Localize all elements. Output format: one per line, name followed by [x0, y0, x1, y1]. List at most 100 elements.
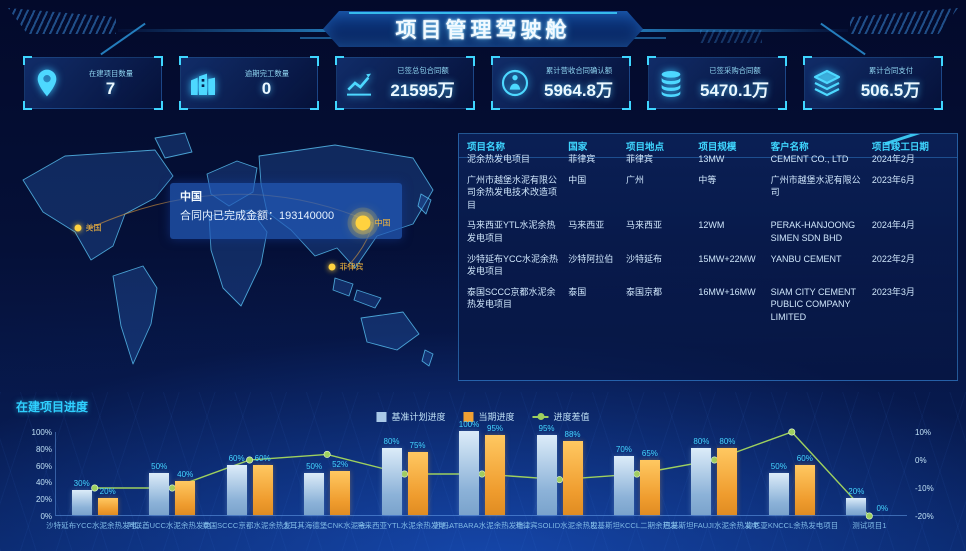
column-header[interactable]: 项目地点	[626, 142, 665, 153]
baseline-bar[interactable]	[381, 447, 402, 515]
cell-scale: 16MW+16MW	[698, 286, 756, 297]
current-bar[interactable]	[330, 471, 351, 515]
legend-item[interactable]: 基准计划进度	[376, 410, 445, 423]
cell-project-name: 泰国SCCC京都水泥余热发电项目	[467, 286, 556, 310]
kpi-card: 累计合同支付 506.5万	[803, 56, 943, 110]
category-label[interactable]: 苏丹ATBARA水泥余热发电...	[434, 521, 530, 530]
baseline-bar[interactable]	[71, 489, 92, 515]
baseline-bar[interactable]	[846, 498, 867, 515]
table-row[interactable]: 泥余热发电项目 菲律宾 菲律宾 13MW CEMENT CO., LTD 2024年2月	[467, 149, 949, 170]
category-label[interactable]: 巴基斯坦FAUJI水泥余热发电...	[663, 521, 766, 530]
axis-tick: 80%	[35, 444, 52, 454]
marker-label: 中国	[374, 218, 391, 228]
current-bar[interactable]	[794, 464, 815, 515]
left-axis: 100% 80% 60% 40% 20% 0%	[12, 428, 52, 521]
bar-value: 75%	[409, 441, 426, 450]
baseline-bar[interactable]	[768, 473, 789, 515]
category-label[interactable]: 阿联酋UCC水泥余热发电...	[127, 521, 218, 530]
kpi-label: 累计营收合同确认额	[545, 66, 612, 75]
category-label[interactable]: 沙特延布YCC水泥余热发电...	[46, 521, 144, 530]
bar-value: 60%	[228, 453, 245, 463]
table-row[interactable]: 马来西亚YTL水泥余热发电项目 马来西亚 马来西亚 12WM PERAK-HANJOON…	[467, 215, 949, 248]
cell-country: 泰国	[568, 286, 587, 297]
cell-project-name: 泥余热发电项目	[467, 154, 531, 164]
cell-customer: YANBU CEMENT	[770, 253, 842, 264]
kpi-label: 已签总包合同额	[396, 66, 449, 75]
column-header[interactable]: 客户名称	[770, 142, 809, 153]
cell-project-name: 沙特延布YCC水泥余热发电项目	[467, 253, 559, 277]
category-label[interactable]: 巴基斯坦KCCL二期余热发...	[590, 521, 684, 530]
kpi-value: 7	[105, 78, 116, 98]
header: 项目管理驾驶舱	[0, 0, 966, 56]
header-line	[118, 29, 408, 32]
table-row[interactable]: 沙特延布YCC水泥余热发电项目 沙特阿拉伯 沙特延布 15MW+22MW YANBU C…	[467, 249, 949, 282]
cell-country: 菲律宾	[568, 154, 596, 164]
map-marker[interactable]: 菲律宾	[328, 262, 364, 273]
map-marker[interactable]: 美国	[74, 223, 102, 234]
current-bar[interactable]	[252, 464, 273, 515]
category-label[interactable]: 菲律宾SOLID水泥余热发...	[515, 521, 604, 530]
map-marker[interactable]: 中国	[355, 215, 391, 231]
current-bar[interactable]	[717, 447, 738, 515]
category-label[interactable]: 泰国SCCC京都水泥余热发...	[202, 521, 298, 530]
progress-plot: 30% 20% 沙特延布YCC水泥余热发电... 50% 40% 阿联酋UCC水泥余热发电…	[46, 420, 907, 530]
cell-completion-date: 2023年6月	[871, 174, 915, 185]
cell-customer: SIAM CITY CEMENT PUBLIC COMPANY LIMITED	[770, 286, 856, 322]
project-table-body[interactable]: 泥余热发电项目 菲律宾 菲律宾 13MW CEMENT CO., LTD 2024年2月广…	[459, 149, 957, 328]
category-label[interactable]: 马来西亚YTL水泥余热发电...	[356, 521, 453, 530]
table-row[interactable]: 广州市越堡水泥有限公司余热发电技术改造项目 中国 广州 中等 广州市越堡水泥有限公司 20…	[467, 170, 949, 216]
progress-chart: 在建项目进度 基准计划进度 当期进度 进度差值 100% 80% 60% 40% 20%…	[0, 392, 966, 551]
current-bar[interactable]	[485, 435, 505, 515]
column-header[interactable]: 项目规模	[698, 142, 737, 153]
trend-up-icon	[343, 67, 375, 99]
baseline-bar[interactable]	[536, 435, 557, 515]
category-label[interactable]: 土耳其海德堡CNK水泥余...	[282, 521, 372, 530]
baseline-bar[interactable]	[226, 464, 247, 515]
map-tooltip: 中国 合同内已完成金额：193140000	[170, 183, 402, 239]
current-bar[interactable]	[639, 460, 660, 515]
hatch-decor-icon	[850, 8, 958, 34]
baseline-bar[interactable]	[304, 473, 325, 515]
bar-value: 40%	[177, 470, 194, 480]
bar-value: 30%	[73, 478, 90, 488]
marker-dot-icon	[355, 215, 371, 231]
category-label[interactable]: 测试项目1	[852, 521, 887, 530]
category-label[interactable]: 肯尼亚KNCCL余热发电项目	[745, 521, 839, 530]
axis-tick: 100%	[31, 428, 52, 437]
axis-tick: -10%	[915, 484, 934, 493]
axis-tick: -20%	[915, 512, 934, 521]
current-bar[interactable]	[175, 481, 196, 515]
legend-swatch-icon	[463, 411, 474, 422]
right-axis: 10% 0% -10% -20%	[915, 428, 960, 521]
legend-item[interactable]: 当期进度	[463, 410, 515, 423]
axis-tick: 0%	[915, 456, 927, 465]
baseline-bar[interactable]	[613, 456, 634, 515]
bar-value: 50%	[306, 462, 323, 471]
current-bar[interactable]	[407, 452, 428, 515]
cell-scale: 中等	[698, 174, 717, 185]
cell-customer: 广州市越堡水泥有限公司	[770, 174, 861, 198]
legend-item[interactable]: 进度差值	[532, 410, 590, 423]
bar-value: 70%	[615, 445, 632, 455]
world-map[interactable]: 中国 合同内已完成金额：193140000 美国 中国 菲律宾	[5, 128, 457, 394]
baseline-bar[interactable]	[149, 473, 170, 515]
kpi-card: 已签总包合同额 21595万	[335, 56, 475, 110]
bar-value: 50%	[151, 462, 168, 471]
column-header[interactable]: 国家	[568, 142, 588, 153]
baseline-bar[interactable]	[459, 431, 479, 515]
bar-value: 95%	[486, 424, 504, 434]
current-bar[interactable]	[562, 441, 583, 515]
current-bar[interactable]	[97, 498, 118, 515]
baseline-bar[interactable]	[691, 447, 712, 515]
bar-value: 50%	[770, 462, 787, 471]
table-row[interactable]: 泰国SCCC京都水泥余热发电项目 泰国 泰国京都 16MW+16MW SIAM CITY…	[467, 282, 949, 328]
marker-label: 菲律宾	[339, 262, 364, 272]
cell-location: 菲律宾	[626, 154, 654, 164]
kpi-card: 逾期完工数量 0	[179, 56, 319, 110]
cell-scale: 15MW+22MW	[698, 253, 756, 264]
column-header[interactable]: 项目名称	[467, 142, 506, 153]
legend-swatch-icon	[532, 413, 549, 420]
cell-project-name: 马来西亚YTL水泥余热发电项目	[467, 220, 556, 243]
tooltip-value: 合同内已完成金额：193140000	[180, 210, 335, 222]
column-header[interactable]: 项目竣工日期	[871, 142, 929, 153]
